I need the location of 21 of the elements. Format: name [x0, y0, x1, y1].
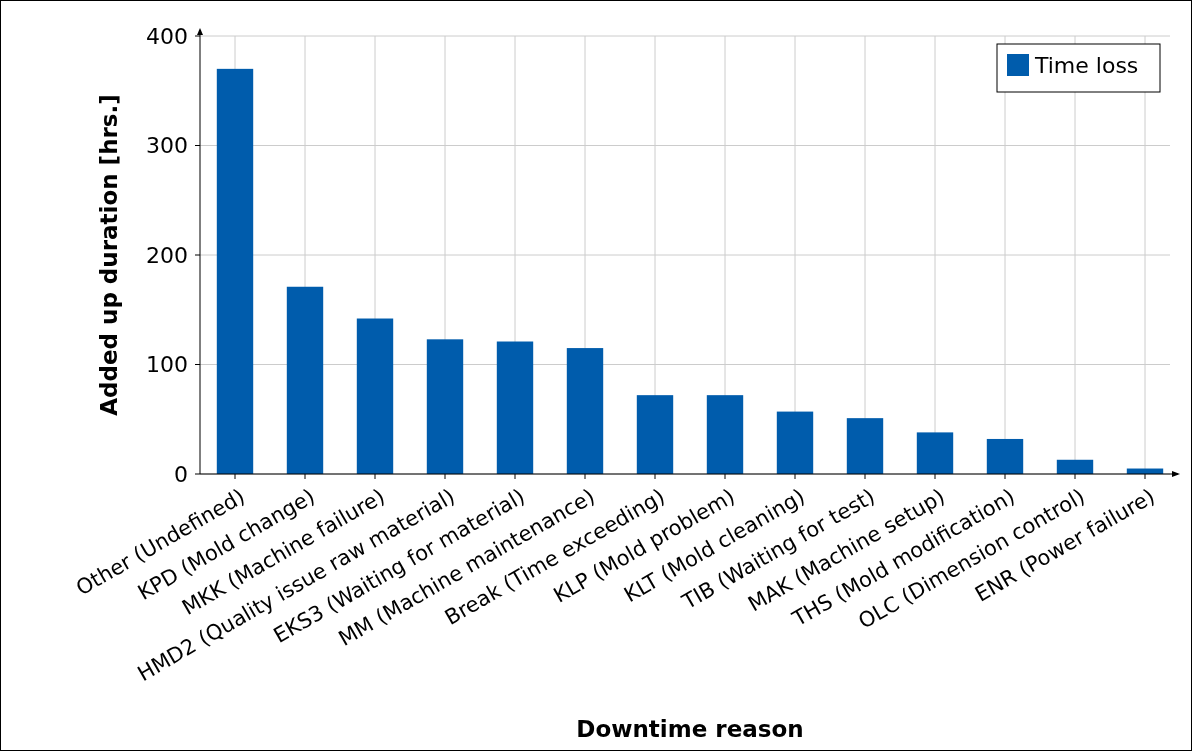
bar: [566, 348, 604, 474]
y-tick-label: 0: [174, 461, 188, 487]
y-axis-title: Added up duration [hrs.]: [96, 94, 122, 416]
bar: [916, 432, 954, 474]
bar: [426, 339, 464, 474]
y-tick-label: 200: [146, 242, 188, 268]
bar: [216, 68, 254, 474]
bar: [846, 418, 884, 474]
bar: [636, 395, 674, 474]
bar: [706, 395, 744, 474]
bar: [1056, 459, 1094, 474]
x-axis-title: Downtime reason: [576, 716, 804, 742]
bar: [356, 318, 394, 474]
y-tick-label: 300: [146, 133, 188, 159]
bar: [986, 438, 1024, 474]
y-tick-label: 100: [146, 352, 188, 378]
y-tick-label: 400: [146, 23, 188, 49]
bar: [776, 411, 814, 474]
bar: [286, 286, 324, 474]
bar: [496, 341, 534, 474]
legend-label: Time loss: [1034, 52, 1139, 78]
